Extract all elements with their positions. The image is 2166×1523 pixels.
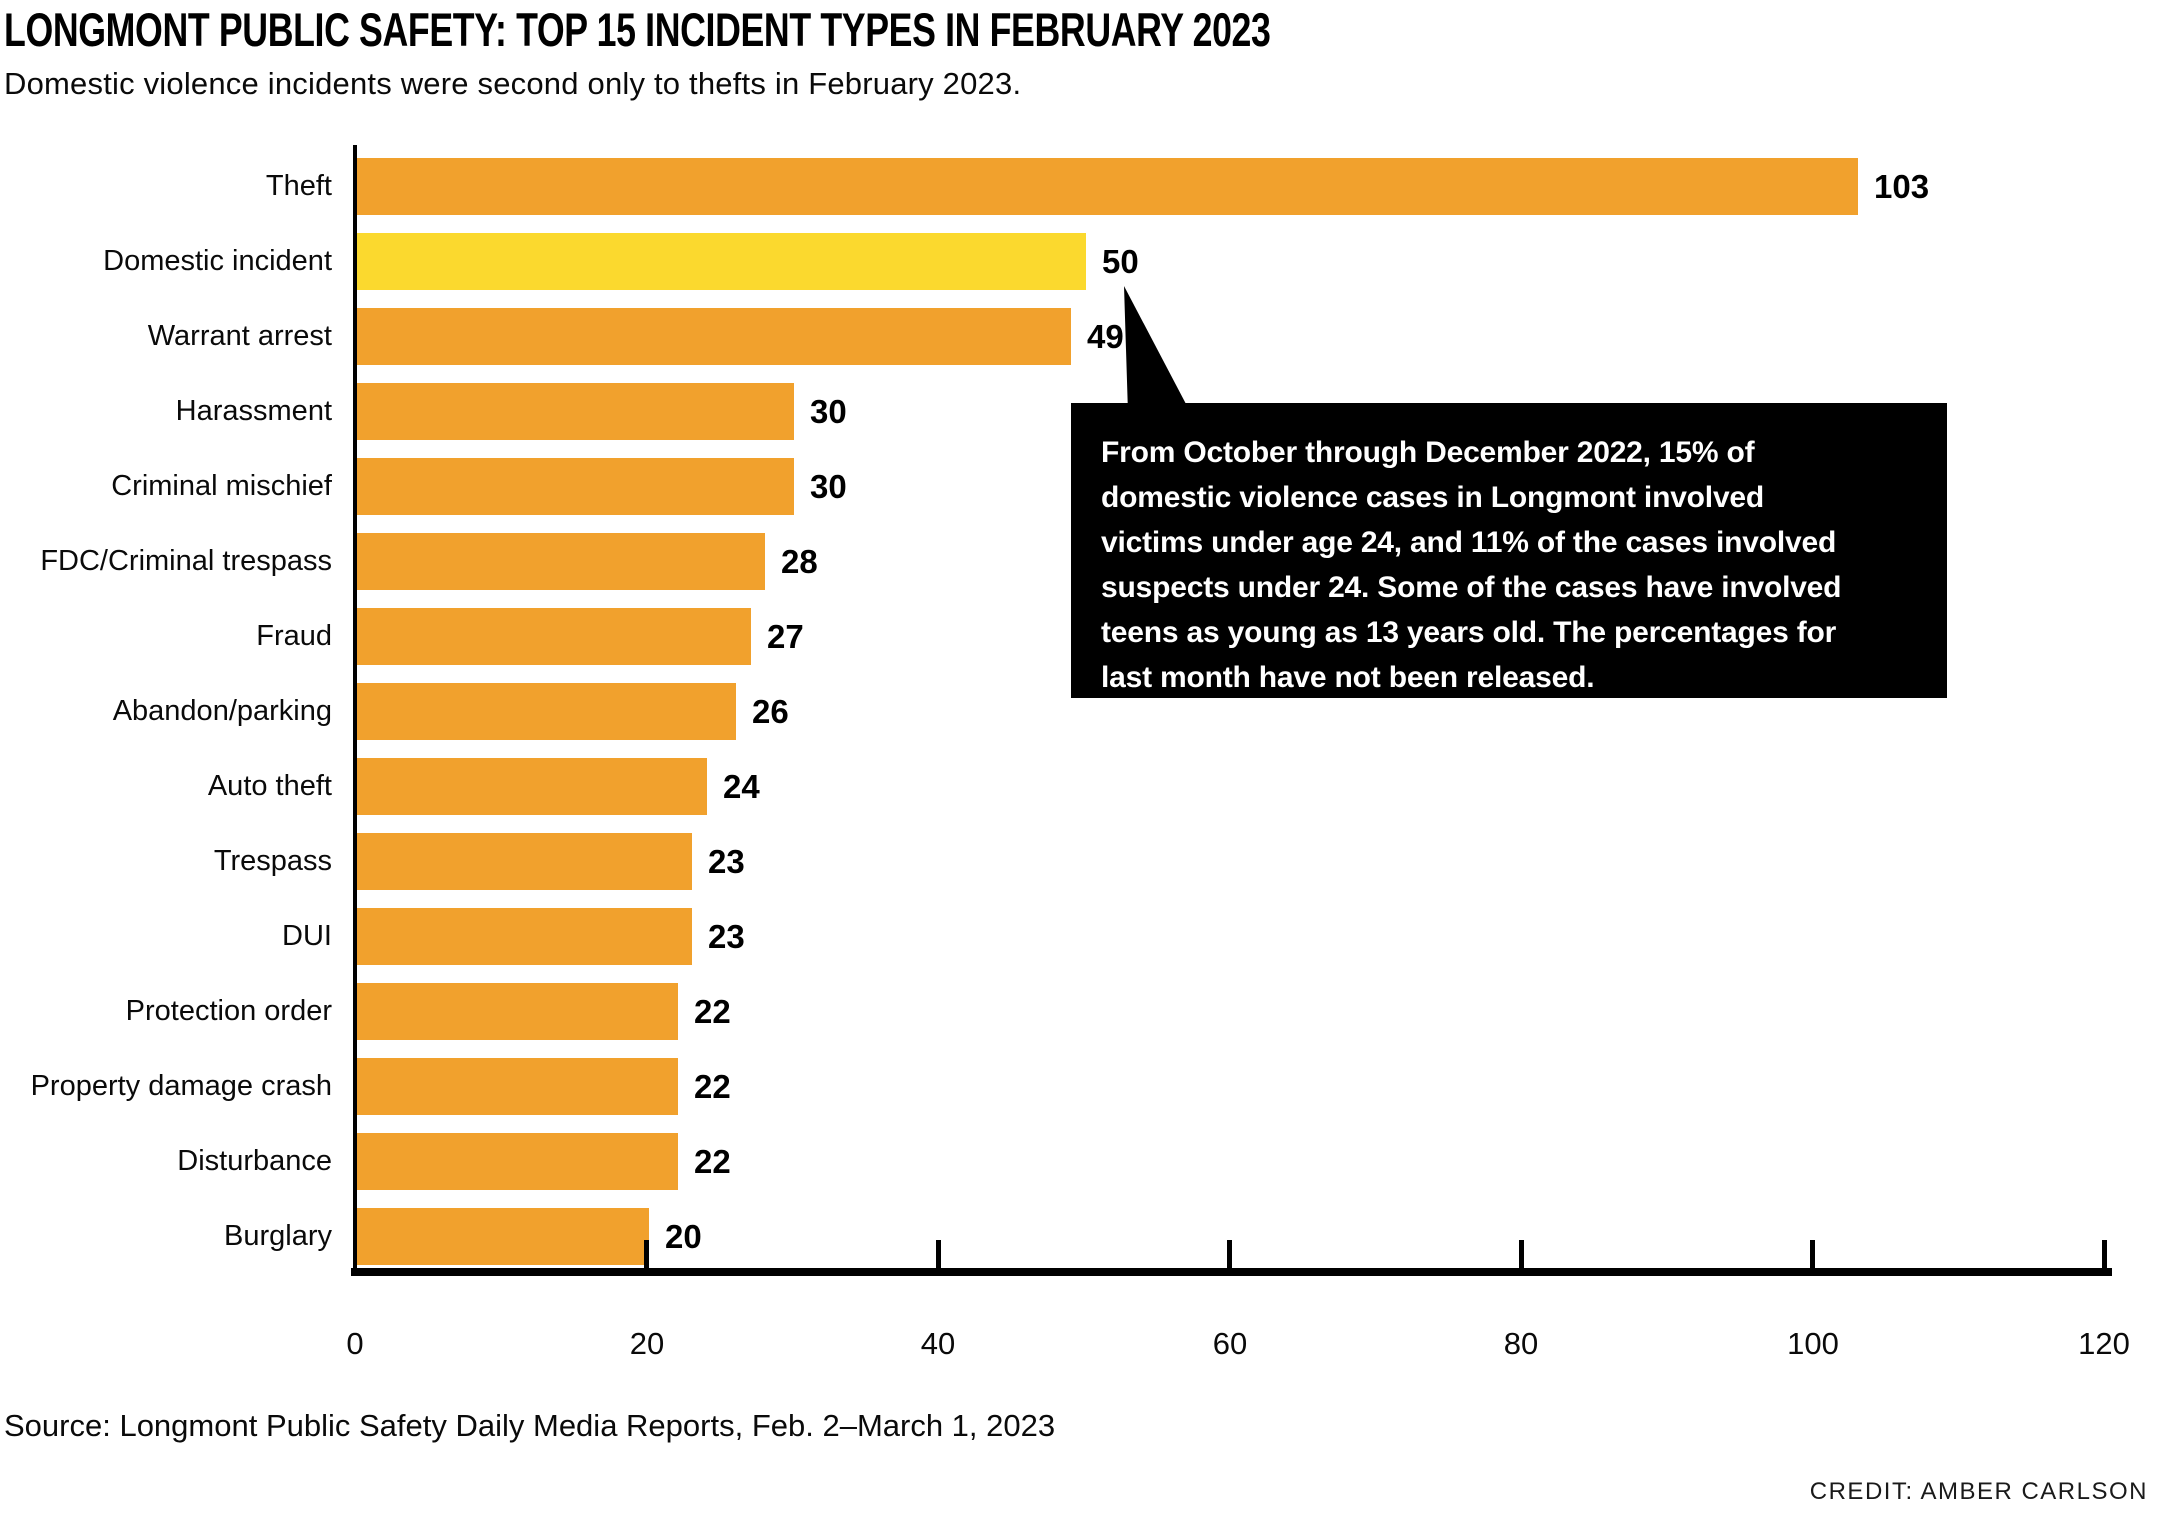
x-tick-120: [2102, 1240, 2107, 1268]
credit-note: CREDIT: AMBER CARLSON: [1809, 1478, 2148, 1505]
callout-pointer-triangle: [1124, 286, 1186, 404]
x-tick-80: [1519, 1240, 1524, 1268]
category-label-domestic-incident: Domestic incident: [103, 245, 332, 277]
bar-fdc-criminal-trespass: [357, 533, 765, 590]
category-label-trespass: Trespass: [213, 845, 332, 877]
value-label-dui: 23: [708, 917, 745, 955]
bar-harassment: [357, 383, 794, 440]
bar-dui: [357, 908, 692, 965]
bar-auto-theft: [357, 758, 707, 815]
category-label-criminal-mischief: Criminal mischief: [111, 470, 332, 502]
page-subtitle: Domestic violence incidents were second …: [4, 66, 1022, 101]
category-label-fraud: Fraud: [256, 620, 332, 652]
callout-text-line-1: From October through December 2022, 15% …: [1101, 436, 1755, 469]
callout-text-line-6: last month have not been released.: [1101, 661, 1595, 694]
bar-protection-order: [357, 983, 678, 1040]
category-label-warrant-arrest: Warrant arrest: [147, 320, 332, 352]
bar-warrant-arrest: [357, 308, 1071, 365]
x-axis-line: [351, 1268, 2112, 1276]
value-label-trespass: 23: [708, 842, 745, 880]
bar-disturbance: [357, 1133, 678, 1190]
x-tick-label-120: 120: [2078, 1326, 2130, 1361]
category-label-disturbance: Disturbance: [177, 1145, 332, 1177]
category-label-fdc-criminal-trespass: FDC/Criminal trespass: [40, 545, 332, 577]
value-label-auto-theft: 24: [723, 767, 760, 805]
bar-fraud: [357, 608, 751, 665]
bar-criminal-mischief: [357, 458, 794, 515]
x-tick-label-60: 60: [1212, 1326, 1248, 1361]
value-label-protection-order: 22: [694, 992, 731, 1030]
bar-burglary: [357, 1208, 649, 1265]
x-tick-label-0: 0: [346, 1326, 364, 1361]
bar-theft: [357, 158, 1858, 215]
category-label-protection-order: Protection order: [125, 995, 332, 1027]
page-title: LONGMONT PUBLIC SAFETY: TOP 15 INCIDENT …: [4, 3, 1271, 56]
callout-annotation: From October through December 2022, 15% …: [1071, 403, 1947, 698]
value-label-property-damage-crash: 22: [694, 1067, 731, 1105]
category-label-auto-theft: Auto theft: [207, 770, 332, 802]
bar-abandon-parking: [357, 683, 736, 740]
x-tick-label-20: 20: [629, 1326, 665, 1361]
x-tick-label-40: 40: [920, 1326, 956, 1361]
value-label-domestic-incident: 50: [1102, 242, 1139, 280]
x-tick-40: [936, 1240, 941, 1268]
value-label-fdc-criminal-trespass: 28: [781, 542, 818, 580]
y-axis-line: [353, 145, 357, 1268]
category-label-property-damage-crash: Property damage crash: [30, 1070, 332, 1102]
callout-text-line-5: teens as young as 13 years old. The perc…: [1101, 616, 1837, 649]
x-tick-label-100: 100: [1787, 1326, 1839, 1361]
value-label-warrant-arrest: 49: [1087, 317, 1124, 355]
category-label-burglary: Burglary: [224, 1220, 332, 1252]
bar-property-damage-crash: [357, 1058, 678, 1115]
value-label-theft: 103: [1874, 167, 1930, 205]
callout-text-line-3: victims under age 24, and 11% of the cas…: [1101, 526, 1837, 559]
x-tick-20: [644, 1240, 649, 1268]
value-label-criminal-mischief: 30: [810, 467, 847, 505]
category-label-abandon-parking: Abandon/parking: [112, 695, 332, 727]
category-label-theft: Theft: [265, 170, 332, 202]
source-note: Source: Longmont Public Safety Daily Med…: [4, 1408, 1056, 1443]
callout-text-line-4: suspects under 24. Some of the cases hav…: [1101, 571, 1842, 604]
value-label-fraud: 27: [767, 617, 804, 655]
x-tick-60: [1227, 1240, 1232, 1268]
x-tick-100: [1810, 1240, 1815, 1268]
x-tick-label-80: 80: [1503, 1326, 1539, 1361]
bar-trespass: [357, 833, 692, 890]
value-label-burglary: 20: [665, 1217, 702, 1255]
bar-domestic-incident: [357, 233, 1086, 290]
value-label-abandon-parking: 26: [752, 692, 789, 730]
value-label-disturbance: 22: [694, 1142, 731, 1180]
value-label-harassment: 30: [810, 392, 847, 430]
category-label-dui: DUI: [282, 920, 332, 952]
callout-text-line-2: domestic violence cases in Longmont invo…: [1101, 481, 1765, 514]
category-label-harassment: Harassment: [175, 395, 332, 427]
